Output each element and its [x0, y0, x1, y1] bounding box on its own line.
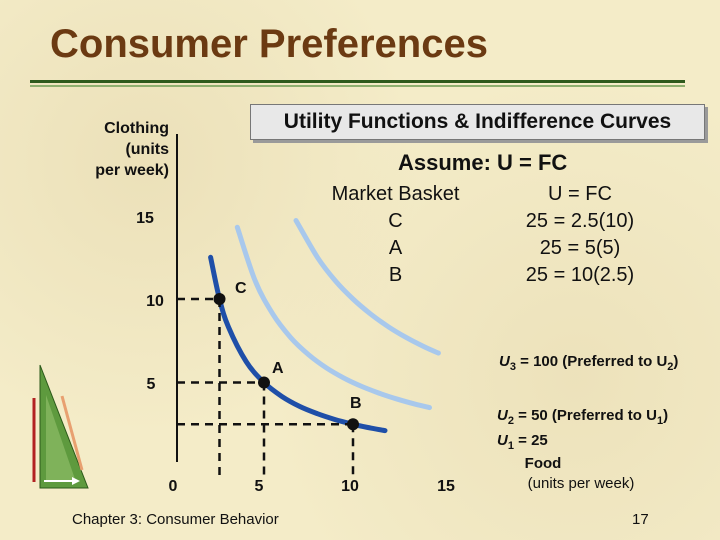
- point-label-b: B: [350, 395, 362, 412]
- point-a: [258, 376, 270, 389]
- x-tick-label: 15: [437, 478, 455, 495]
- curve-label-u2: U2 = 50 (Preferred to U1): [497, 407, 668, 427]
- market-basket-cell: B: [388, 264, 403, 286]
- curve-u3: [293, 218, 441, 356]
- point-c: [213, 293, 226, 305]
- y-axis-label-line: (units: [125, 141, 169, 158]
- y-tick-label: 5: [147, 376, 156, 393]
- y-axis-label-line: Clothing: [104, 120, 169, 137]
- market-basket-header: Market Basket: [331, 183, 460, 205]
- utility-header: U = FC: [548, 183, 612, 205]
- page-number: 17: [632, 511, 649, 528]
- utility-cell: 25 = 5(5): [539, 237, 621, 259]
- subtitle-box: Utility Functions & Indifference Curves: [250, 104, 705, 140]
- assume-title: Assume: U = FC: [398, 150, 568, 175]
- ruler-triangle-icon: [32, 364, 89, 489]
- utility-cell: 25 = 10(2.5): [525, 264, 635, 286]
- curve-label-u3: U3 = 100 (Preferred to U2): [499, 353, 678, 373]
- point-label-a: A: [272, 360, 284, 377]
- point-b: [347, 418, 359, 431]
- utility-cell: 25 = 2.5(10): [525, 210, 635, 232]
- curve-label-u1: U1 = 25: [497, 432, 548, 452]
- y-tick-label: 10: [146, 293, 164, 310]
- footer-chapter: Chapter 3: Consumer Behavior: [72, 511, 279, 528]
- point-label-c: C: [235, 280, 247, 297]
- y-tick-label: 15: [136, 210, 154, 227]
- x-axis-unit: (units per week): [528, 475, 635, 492]
- market-basket-cell: A: [388, 237, 403, 259]
- x-tick-label: 10: [341, 478, 359, 495]
- title-rule-accent: [30, 85, 685, 87]
- market-basket-column: Market Basket C A B: [318, 181, 473, 289]
- x-tick-label: 0: [169, 478, 178, 495]
- slide-title: Consumer Preferences: [50, 22, 488, 66]
- utility-column: U = FC 25 = 2.5(10) 25 = 5(5) 25 = 10(2.…: [505, 181, 655, 289]
- market-basket-cell: C: [388, 210, 403, 232]
- x-axis-label: Food: [525, 455, 562, 472]
- curve-u2: [234, 224, 432, 411]
- y-axis-label-line: per week): [95, 162, 169, 179]
- title-rule: [30, 80, 685, 83]
- y-axis-label: Clothing (units per week): [95, 118, 169, 181]
- subtitle-text: Utility Functions & Indifference Curves: [283, 110, 672, 133]
- x-tick-label: 5: [255, 478, 264, 495]
